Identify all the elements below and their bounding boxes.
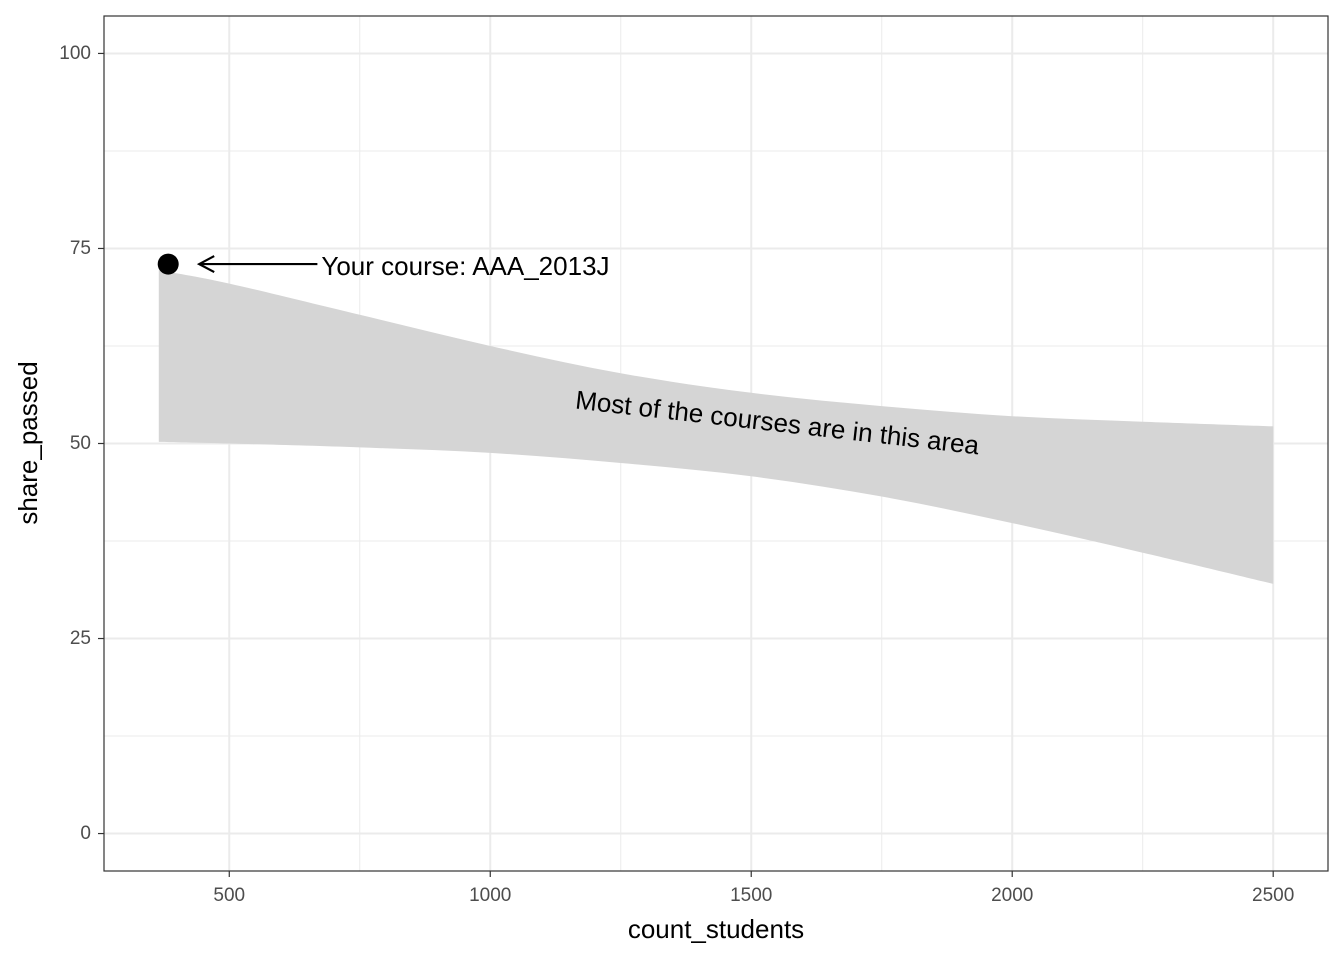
annotation-arrow (196, 255, 318, 274)
x-tick-label: 1000 (469, 885, 511, 906)
courses-band (158, 270, 1274, 584)
y-tick-label: 75 (70, 238, 91, 259)
x-tick-label: 500 (213, 885, 245, 906)
y-tick-label: 50 (70, 433, 91, 454)
x-axis: 500 1000 1500 2000 2500 (213, 871, 1294, 906)
y-tick-label: 25 (70, 628, 91, 649)
arrow-head (196, 255, 215, 274)
y-axis: 0 25 50 75 100 (59, 43, 104, 844)
x-axis-title: count_students (628, 914, 804, 944)
y-tick-label: 100 (59, 43, 91, 64)
x-tick-label: 2500 (1252, 885, 1294, 906)
data-points (157, 253, 179, 275)
data-point (157, 253, 179, 275)
annotation-your-course: Your course: AAA_2013J (321, 251, 609, 281)
y-tick-label: 0 (80, 823, 91, 844)
x-tick-label: 2000 (991, 885, 1033, 906)
x-tick-label: 1500 (730, 885, 772, 906)
y-axis-title: share_passed (13, 361, 43, 524)
